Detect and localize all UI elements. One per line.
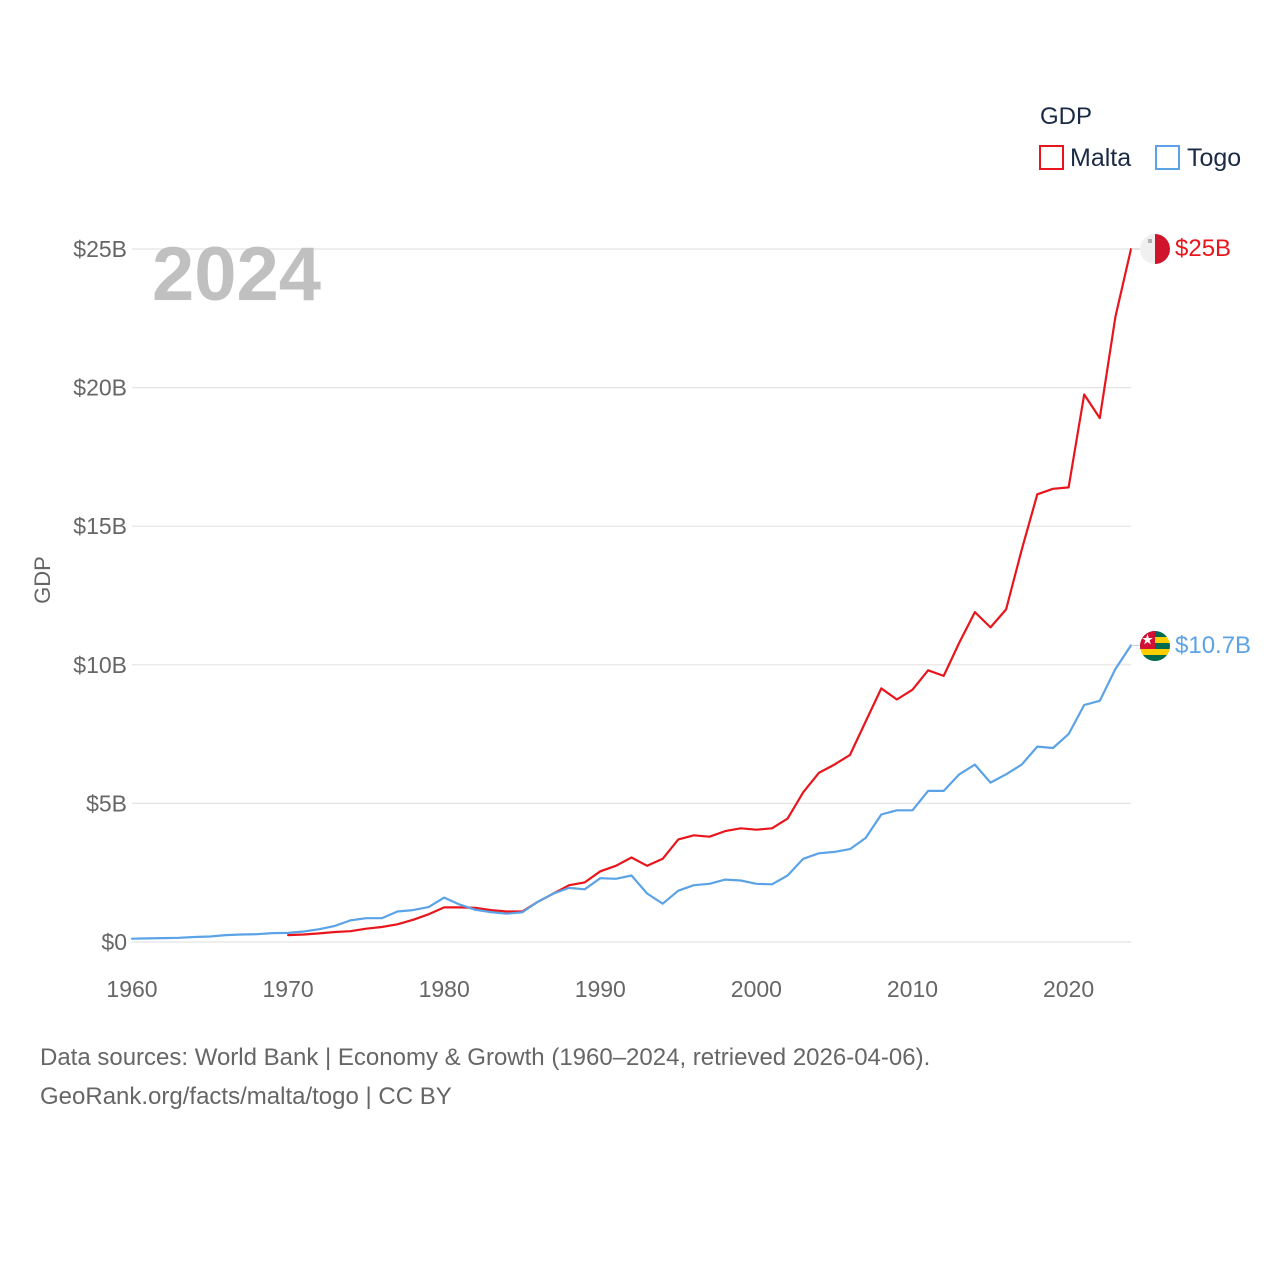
- legend[interactable]: GDP Malta Togo: [1039, 103, 1241, 172]
- gridlines: [132, 248, 1131, 943]
- x-axis-ticks: 1960 1970 1980 1990 2000 2010 2020: [106, 976, 1094, 1002]
- y-axis-title: GDP: [30, 556, 55, 604]
- x-tick-label: 1980: [419, 976, 470, 1002]
- footer-source: Data sources: World Bank | Economy & Gro…: [40, 1044, 931, 1071]
- series-line-togo: [130, 644, 1133, 940]
- end-label-malta: $25B: [1175, 235, 1231, 262]
- year-label: 2024: [152, 232, 321, 317]
- y-tick-label: $25B: [73, 236, 127, 262]
- togo-flag-icon: [1140, 631, 1170, 661]
- x-tick-label: 2010: [887, 976, 938, 1002]
- x-tick-label: 1990: [575, 976, 626, 1002]
- y-tick-label: $15B: [73, 513, 127, 539]
- malta-flag-icon: [1140, 234, 1170, 264]
- x-tick-label: 2020: [1043, 976, 1094, 1002]
- legend-swatch-malta[interactable]: [1039, 145, 1064, 170]
- footer-license: GeoRank.org/facts/malta/togo | CC BY: [40, 1083, 452, 1110]
- y-tick-label: $10B: [73, 652, 127, 678]
- y-tick-label: $0: [101, 929, 127, 955]
- end-label-togo: $10.7B: [1175, 632, 1251, 659]
- y-tick-label: $5B: [86, 790, 127, 816]
- legend-swatch-togo[interactable]: [1155, 145, 1180, 170]
- x-tick-label: 2000: [731, 976, 782, 1002]
- legend-label-togo[interactable]: Togo: [1187, 144, 1241, 172]
- x-tick-label: 1970: [263, 976, 314, 1002]
- y-tick-label: $20B: [73, 375, 127, 401]
- series-line-malta: [287, 247, 1133, 937]
- x-tick-label: 1960: [106, 976, 157, 1002]
- legend-label-malta[interactable]: Malta: [1070, 144, 1131, 172]
- legend-title: GDP: [1040, 103, 1092, 130]
- y-axis-ticks: $0 $5B $10B $15B $20B $25B: [73, 236, 127, 955]
- series-lines: [130, 247, 1140, 940]
